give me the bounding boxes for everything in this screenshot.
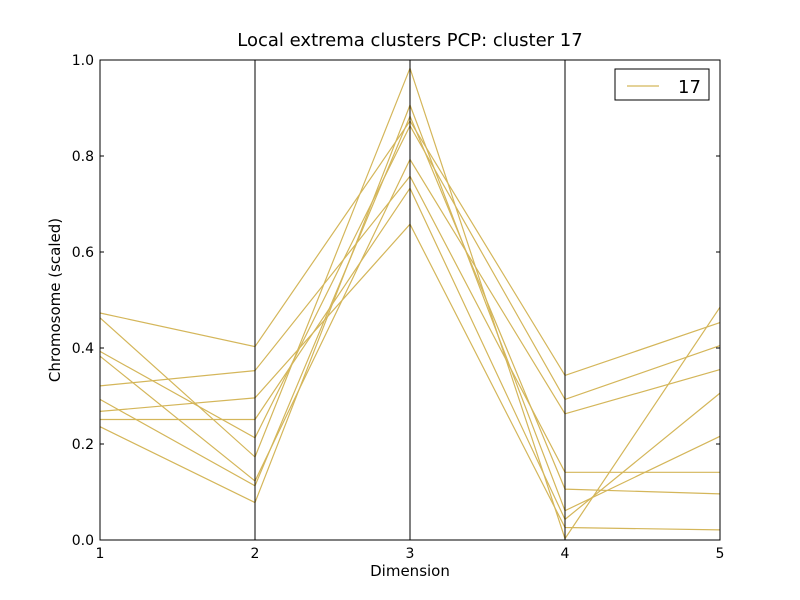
y-tick-label: 0.2	[72, 437, 94, 453]
y-tick-label: 0.6	[72, 245, 94, 261]
x-axis-label: Dimension	[370, 562, 450, 580]
x-tick-label: 4	[561, 546, 570, 562]
chart-title: Local extrema clusters PCP: cluster 17	[237, 30, 582, 51]
x-tick-label: 3	[406, 546, 415, 562]
legend-label: 17	[678, 77, 701, 98]
x-tick-label: 2	[251, 546, 260, 562]
y-tick-label: 0.8	[72, 149, 94, 165]
x-tick-label: 1	[96, 546, 105, 562]
x-tick-label: 5	[716, 546, 725, 562]
y-tick-label: 0.0	[72, 533, 94, 549]
plot-area: 0.0 0.2 0.4 0.6 0.8 1.0 1 2 3 4 5 17	[72, 53, 725, 562]
y-tick-label: 0.4	[72, 341, 94, 357]
y-axis-label: Chromosome (scaled)	[46, 218, 64, 382]
y-tick-label: 1.0	[72, 53, 94, 69]
legend-box	[614, 68, 710, 101]
